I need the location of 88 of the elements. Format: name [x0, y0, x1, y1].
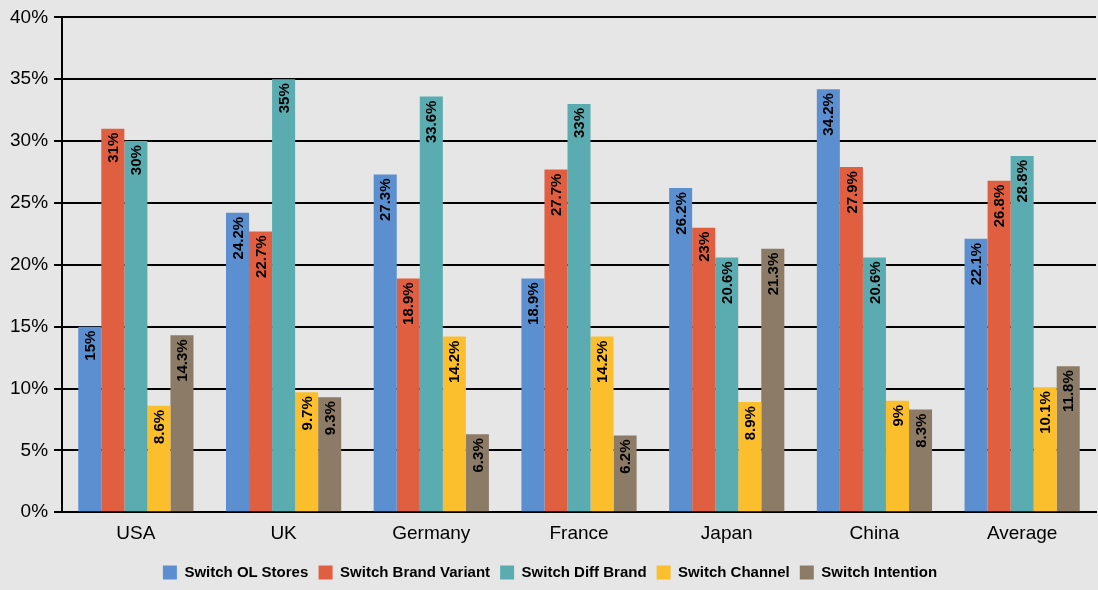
- data-label: 31%: [103, 132, 121, 163]
- x-tick-label: China: [849, 521, 900, 543]
- data-label: 20.6%: [865, 261, 883, 304]
- data-label: 33.6%: [422, 100, 440, 144]
- x-tick-label: Average: [986, 521, 1058, 543]
- bar: [964, 238, 988, 512]
- legend-label: Switch Diff Brand: [521, 562, 647, 580]
- data-label: 18.9%: [524, 282, 542, 325]
- data-label: 15%: [80, 330, 98, 361]
- y-tick-label: 30%: [10, 129, 49, 151]
- bar: [396, 278, 420, 512]
- bar: [295, 392, 319, 512]
- y-tick-label: 25%: [10, 191, 49, 213]
- legend-label: Switch Intention: [821, 562, 938, 580]
- x-tick-label: Germany: [392, 521, 471, 543]
- data-label: 30%: [127, 145, 145, 176]
- bar: [170, 335, 194, 512]
- bar: [101, 128, 125, 512]
- data-label: 9%: [888, 404, 906, 427]
- bar: [147, 405, 171, 512]
- bar: [124, 141, 148, 512]
- legend-label: Switch Channel: [678, 562, 790, 580]
- bar: [521, 278, 545, 512]
- data-label: 27.3%: [376, 178, 394, 222]
- data-label: 10.1%: [1036, 391, 1054, 434]
- data-label: 27.9%: [842, 171, 860, 214]
- bar: [816, 89, 840, 512]
- bar: [862, 257, 886, 512]
- data-label: 35%: [274, 83, 292, 114]
- data-label: 24.2%: [228, 216, 246, 260]
- x-tick-label: France: [549, 521, 609, 543]
- bar: [590, 336, 614, 512]
- y-tick-label: 15%: [10, 314, 49, 336]
- bar: [419, 96, 443, 512]
- data-label: 14.2%: [445, 340, 463, 384]
- bar: [567, 103, 591, 512]
- bar: [1033, 387, 1057, 512]
- data-label: 22.7%: [251, 235, 269, 278]
- bar: [692, 227, 716, 512]
- bar: [839, 167, 863, 512]
- data-label: 8.6%: [150, 409, 168, 445]
- data-label: 28.8%: [1013, 159, 1031, 203]
- legend-label: Switch OL Stores: [184, 562, 309, 580]
- bar: [885, 400, 909, 512]
- data-label: 9.3%: [320, 401, 338, 436]
- data-label: 11.8%: [1059, 370, 1077, 412]
- data-label: 9.7%: [297, 396, 315, 431]
- y-tick-label: 5%: [20, 438, 49, 460]
- bar: [738, 402, 762, 512]
- data-label: 6.3%: [468, 438, 486, 473]
- data-label: 8.3%: [911, 413, 929, 448]
- bar: [318, 397, 342, 512]
- data-label: 22.1%: [967, 242, 985, 286]
- legend-label: Switch Brand Variant: [340, 562, 491, 580]
- bar: [249, 231, 273, 512]
- bar: [1056, 366, 1080, 512]
- x-tick-label: UK: [270, 521, 298, 543]
- y-tick-label: 40%: [10, 5, 49, 27]
- bar: [715, 257, 739, 512]
- data-label: 33%: [570, 107, 588, 139]
- data-label: 26.2%: [671, 192, 689, 235]
- data-label: 14.2%: [593, 340, 611, 384]
- bar: [225, 212, 250, 512]
- bar: [1010, 155, 1034, 512]
- y-tick-label: 10%: [10, 376, 49, 398]
- x-tick-label: USA: [116, 521, 156, 543]
- bar: [987, 180, 1011, 512]
- data-label: 23%: [694, 231, 712, 262]
- bar: [442, 336, 466, 512]
- data-label: 8.9%: [740, 406, 758, 441]
- data-label: 6.2%: [616, 439, 634, 474]
- bar: [669, 188, 693, 512]
- data-label: 26.8%: [990, 184, 1008, 228]
- data-label: 34.2%: [819, 93, 837, 136]
- y-tick-label: 35%: [10, 67, 49, 89]
- y-tick-label: 0%: [20, 500, 49, 522]
- x-tick-label: Japan: [700, 521, 753, 543]
- data-label: 18.9%: [399, 282, 417, 325]
- data-label: 27.7%: [547, 173, 565, 217]
- data-label: 21.3%: [763, 252, 781, 296]
- bar: [544, 169, 568, 512]
- bar: [373, 174, 397, 512]
- bar: [272, 79, 296, 512]
- y-tick-label: 20%: [10, 253, 49, 275]
- data-label: 20.6%: [717, 261, 735, 304]
- bar: [78, 326, 102, 512]
- bar: [761, 248, 785, 512]
- data-label: 14.3%: [173, 339, 191, 382]
